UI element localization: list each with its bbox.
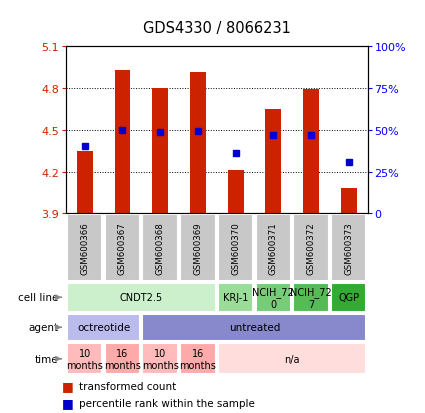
Text: untreated: untreated (229, 323, 280, 332)
Bar (218, 343, 366, 375)
Text: time: time (35, 354, 58, 364)
Bar (142, 215, 178, 281)
Bar (67, 343, 102, 375)
Text: CNDT2.5: CNDT2.5 (120, 292, 163, 303)
Bar (190, 73, 206, 214)
Text: octreotide: octreotide (77, 323, 130, 332)
Text: percentile rank within the sample: percentile rank within the sample (79, 398, 255, 408)
Bar (180, 343, 215, 375)
Bar (255, 283, 291, 312)
Text: transformed count: transformed count (79, 381, 176, 391)
Text: GSM600373: GSM600373 (344, 222, 353, 274)
Bar (180, 215, 215, 281)
Text: ■: ■ (62, 396, 74, 410)
Text: GSM600370: GSM600370 (231, 222, 240, 274)
Bar (105, 343, 140, 375)
Bar (293, 283, 329, 312)
Bar (218, 215, 253, 281)
Text: 16
months: 16 months (104, 348, 141, 370)
Bar (67, 215, 102, 281)
Text: NCIH_72
7: NCIH_72 7 (290, 286, 332, 309)
Bar (255, 215, 291, 281)
Bar (67, 314, 140, 341)
Text: GSM600367: GSM600367 (118, 222, 127, 274)
Text: 10
months: 10 months (142, 348, 178, 370)
Bar (331, 283, 366, 312)
Bar (265, 109, 281, 214)
Text: ■: ■ (62, 379, 74, 392)
Bar (341, 189, 357, 214)
Text: GSM600371: GSM600371 (269, 222, 278, 274)
Text: 16
months: 16 months (179, 348, 216, 370)
Bar (67, 283, 215, 312)
Bar (142, 343, 178, 375)
Text: NCIH_72
0: NCIH_72 0 (252, 286, 294, 309)
Bar (114, 70, 130, 214)
Text: GSM600372: GSM600372 (306, 222, 315, 274)
Bar (228, 171, 244, 214)
Bar (331, 215, 366, 281)
Bar (218, 283, 253, 312)
Text: GSM600368: GSM600368 (156, 222, 164, 274)
Text: QGP: QGP (338, 292, 359, 303)
Text: 10
months: 10 months (66, 348, 103, 370)
Text: GSM600366: GSM600366 (80, 222, 89, 274)
Text: GSM600369: GSM600369 (193, 222, 202, 274)
Bar (77, 151, 93, 214)
Text: agent: agent (28, 323, 58, 332)
Text: cell line: cell line (18, 292, 58, 303)
Bar (152, 88, 168, 214)
Text: GDS4330 / 8066231: GDS4330 / 8066231 (143, 21, 291, 36)
Bar (293, 215, 329, 281)
Bar (303, 90, 319, 214)
Text: KRJ-1: KRJ-1 (223, 292, 248, 303)
Bar (142, 314, 366, 341)
Text: n/a: n/a (284, 354, 300, 364)
Bar (105, 215, 140, 281)
